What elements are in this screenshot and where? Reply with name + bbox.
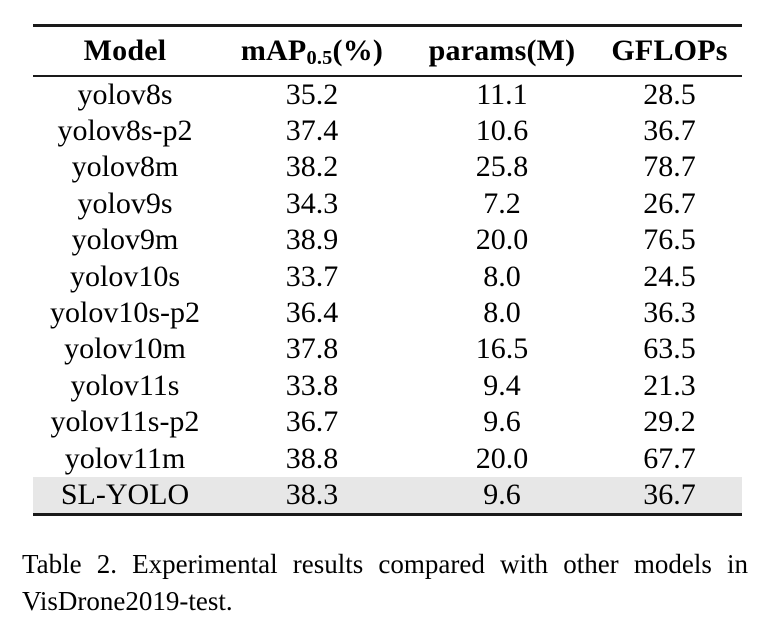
params-cell: 16.5 [475, 332, 529, 366]
map-cell: 36.7 [285, 405, 339, 439]
results-table: Model mAP0.5(%) params(M) GFLOPs yolov8s… [33, 24, 742, 517]
map-cell: 38.3 [285, 477, 339, 511]
map-cell: 33.8 [285, 368, 339, 402]
table-header: Model mAP0.5(%) params(M) GFLOPs [33, 26, 742, 76]
table-row: yolov8s 35.2 11.1 28.5 [33, 76, 742, 113]
params-cell: 7.2 [483, 186, 521, 220]
model-cell: yolov10m [64, 332, 186, 366]
gflops-cell: 76.5 [643, 223, 696, 257]
params-cell: 10.6 [475, 113, 529, 147]
map-header-subscript: 0.5 [306, 47, 333, 70]
table-row: yolov11m 38.8 20.0 67.7 [33, 441, 742, 477]
map-header-base: mAP [240, 33, 307, 67]
model-cell: yolov9m [71, 223, 179, 257]
table-caption: Table 2. Experimental results compared w… [22, 546, 748, 620]
col-header-model: Model [83, 33, 167, 67]
map-cell: 38.9 [285, 223, 339, 257]
gflops-cell: 24.5 [643, 259, 696, 293]
map-cell: 36.4 [285, 295, 339, 329]
table-row: yolov8s-p2 37.4 10.6 36.7 [33, 113, 742, 149]
map-cell: 38.2 [285, 150, 339, 184]
map-cell: 33.7 [285, 259, 339, 293]
gflops-cell: 67.7 [643, 441, 696, 475]
table-row: yolov10s 33.7 8.0 24.5 [33, 259, 742, 295]
table-row: yolov8m 38.2 25.8 78.7 [33, 149, 742, 185]
map-cell: 38.8 [285, 441, 339, 475]
table-row: yolov11s-p2 36.7 9.6 29.2 [33, 404, 742, 440]
model-cell: yolov8s [77, 77, 173, 111]
map-header-suffix: (%) [332, 33, 384, 67]
table-body: yolov8s 35.2 11.1 28.5 yolov8s-p2 37.4 1… [33, 76, 742, 515]
model-cell: yolov8s-p2 [57, 113, 193, 147]
map-cell: 34.3 [285, 186, 339, 220]
params-cell: 9.6 [483, 405, 521, 439]
gflops-cell: 29.2 [643, 405, 696, 439]
params-cell: 8.0 [483, 295, 521, 329]
caption-line-2: VisDrone2019-test. [22, 586, 233, 616]
gflops-cell: 63.5 [643, 332, 696, 366]
table-row: yolov11s 33.8 9.4 21.3 [33, 368, 742, 404]
table-row: yolov9m 38.9 20.0 76.5 [33, 222, 742, 258]
params-cell: 20.0 [475, 441, 529, 475]
params-cell: 8.0 [483, 259, 521, 293]
caption-line-1: Table 2. Experimental results compared w… [22, 549, 748, 579]
model-cell: yolov11s-p2 [50, 405, 200, 439]
params-cell: 25.8 [475, 150, 529, 184]
map-cell: 37.8 [285, 332, 339, 366]
params-cell: 20.0 [475, 223, 529, 257]
gflops-cell: 21.3 [643, 368, 696, 402]
gflops-cell: 26.7 [643, 186, 696, 220]
gflops-cell: 36.3 [643, 295, 696, 329]
model-cell: yolov9s [77, 186, 173, 220]
model-cell: yolov11s [70, 368, 180, 402]
map-cell: 37.4 [285, 113, 339, 147]
table-row: yolov9s 34.3 7.2 26.7 [33, 186, 742, 222]
table-row: yolov10s-p2 36.4 8.0 36.3 [33, 295, 742, 331]
gflops-cell: 78.7 [643, 150, 696, 184]
map-cell: 35.2 [285, 77, 339, 111]
params-cell: 9.6 [483, 477, 521, 511]
header-row: Model mAP0.5(%) params(M) GFLOPs [33, 26, 742, 76]
col-header-params: params(M) [428, 33, 576, 67]
model-cell: yolov11m [64, 441, 186, 475]
model-cell: yolov10s [69, 259, 180, 293]
model-cell: SL-YOLO [60, 477, 190, 511]
params-cell: 11.1 [476, 77, 528, 111]
table-row: yolov10m 37.8 16.5 63.5 [33, 331, 742, 367]
col-header-gflops: GFLOPs [611, 33, 728, 67]
col-header-map: mAP0.5(%) [217, 26, 407, 76]
model-cell: yolov8m [71, 150, 179, 184]
gflops-cell: 28.5 [643, 77, 696, 111]
model-cell: yolov10s-p2 [50, 295, 200, 329]
params-cell: 9.4 [483, 368, 521, 402]
table-row-highlighted: SL-YOLO 38.3 9.6 36.7 [33, 476, 742, 515]
gflops-cell: 36.7 [643, 113, 696, 147]
gflops-cell: 36.7 [643, 477, 696, 511]
